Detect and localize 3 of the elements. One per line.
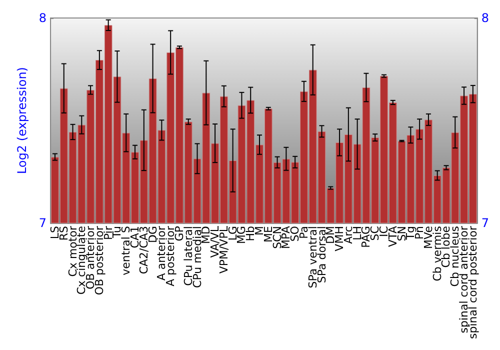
y2-tick-label: 7 [481, 216, 490, 230]
y-axis-title: Log2 (expression) [15, 67, 29, 174]
y2-tick-label: 8 [481, 11, 490, 25]
